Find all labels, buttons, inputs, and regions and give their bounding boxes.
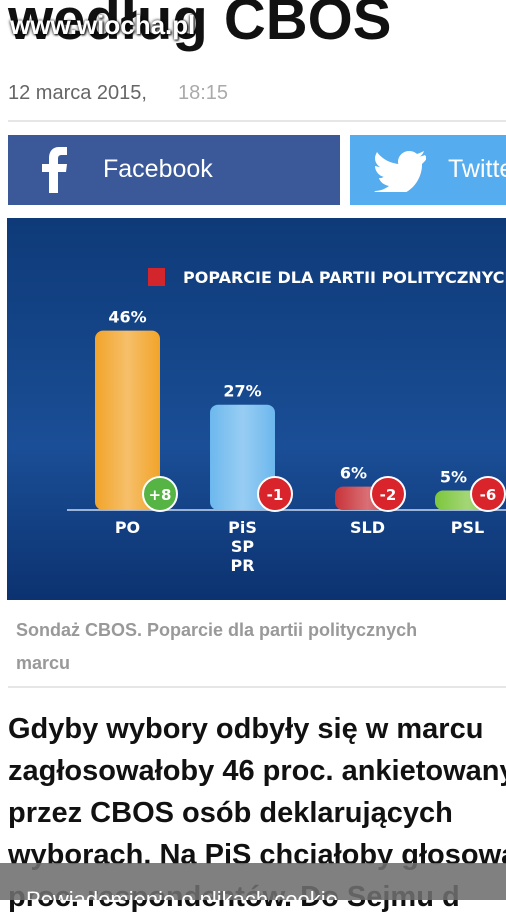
twitter-button[interactable]: Twitte: [350, 135, 506, 205]
value-label: 5%: [440, 468, 467, 487]
separator: [8, 120, 506, 122]
change-badge: [370, 476, 406, 512]
twitter-label: Twitte: [448, 155, 506, 183]
change-badge: [257, 476, 293, 512]
article-line: Gdyby wybory odbyły się w marcu: [8, 713, 484, 745]
headline: według CBOS: [8, 0, 392, 52]
category-label: SP: [231, 537, 255, 556]
caption: Sondaż CBOS. Poparcie dla partii polityc…: [16, 614, 506, 680]
bar-shine: [95, 330, 160, 510]
bar-shine: [210, 404, 275, 510]
value-label: 6%: [340, 464, 367, 483]
separator: [8, 686, 506, 688]
facebook-label: Facebook: [103, 155, 213, 183]
watermark: www.wiocha.pl: [10, 10, 196, 40]
caption-line: marcu: [16, 653, 71, 673]
change-label: -2: [380, 486, 397, 504]
category-label: PO: [115, 518, 140, 537]
legend-swatch: [148, 268, 165, 286]
facebook-icon: [42, 147, 67, 193]
category-label: PiS: [228, 518, 257, 537]
chart: POPARCIE DLA PARTII POLITYCZNYCH 46% +8 PO 2…: [7, 218, 506, 600]
time: 18:15: [178, 82, 229, 104]
category-label: PR: [230, 556, 254, 575]
cookie-banner[interactable]: Powiadomienie o plikach cookie: [0, 863, 506, 900]
change-badge: [470, 476, 506, 512]
change-label: -1: [267, 486, 284, 504]
chart-title: POPARCIE DLA PARTII POLITYCZNYCH: [183, 268, 506, 287]
category-label: SLD: [350, 518, 385, 537]
article-line: przez CBOS osób deklarujących: [8, 797, 453, 829]
article-line: zagłosowałoby 46 proc. ankietowanych: [8, 755, 506, 787]
change-label: -6: [480, 486, 497, 504]
caption-line: Sondaż CBOS. Poparcie dla partii polityc…: [16, 620, 418, 640]
value-label: 27%: [223, 382, 261, 401]
category-label: PSL: [451, 518, 484, 537]
date: 12 marca 2015,: [8, 82, 147, 104]
value-label: 46%: [108, 308, 146, 327]
facebook-button[interactable]: Facebook: [8, 135, 340, 205]
cookie-text: Powiadomienie o plikach cookie: [26, 887, 338, 900]
twitter-icon: [374, 151, 426, 192]
change-label: +8: [148, 486, 171, 504]
change-badge: [142, 476, 178, 512]
